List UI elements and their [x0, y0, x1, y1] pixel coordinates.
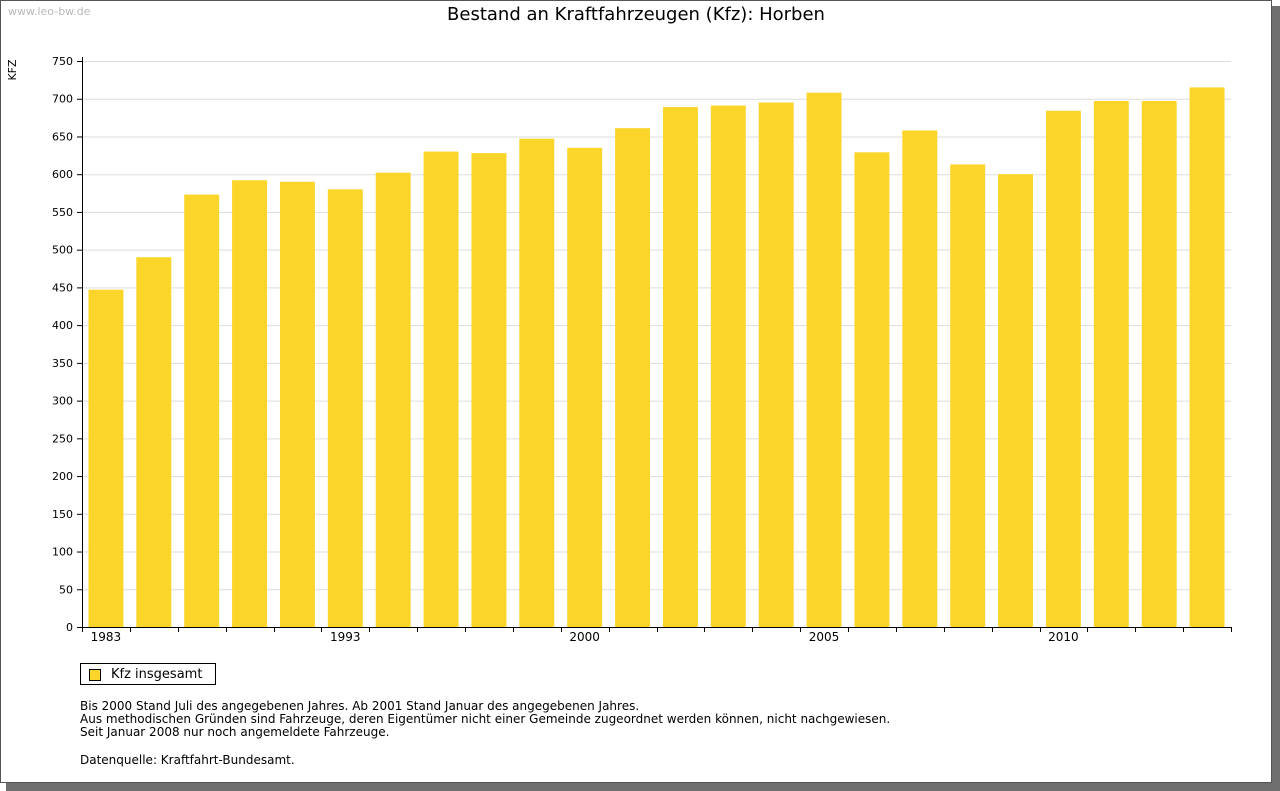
y-tick-label: 550 — [52, 206, 73, 219]
y-tick-label: 500 — [52, 244, 73, 257]
y-tick-label: 700 — [52, 93, 73, 106]
chart-title: Bestand an Kraftfahrzeugen (Kfz): Horben — [447, 4, 825, 25]
bar — [471, 153, 507, 627]
bar-chart: 0 50 100 150 200 250 300 350 400 450 500 550 600 650 7… — [6, 55, 1232, 644]
bar — [136, 257, 172, 627]
note-line: Bis 2000 Stand Juli des angegebenen Jahr… — [80, 699, 640, 713]
bar — [88, 289, 124, 627]
y-axis-label: KFZ — [6, 59, 19, 81]
bar — [1093, 100, 1129, 628]
y-tick-label: 0 — [66, 621, 73, 634]
note-line: Aus methodischen Gründen sind Fahrzeuge,… — [80, 712, 891, 726]
x-tick-label: 1993 — [330, 630, 361, 644]
bar — [710, 105, 746, 627]
x-tick-label: 1983 — [91, 630, 122, 644]
y-tick-label: 400 — [52, 319, 73, 332]
y-tick-label: 250 — [52, 432, 73, 445]
x-tick-label: 2000 — [569, 630, 600, 644]
bar — [854, 152, 890, 627]
bar — [423, 151, 459, 627]
data-source: Datenquelle: Kraftfahrt-Bundesamt. — [80, 753, 295, 767]
y-tick-label: 750 — [52, 55, 73, 68]
legend-label: Kfz insgesamt — [111, 667, 203, 682]
y-tick-label: 350 — [52, 357, 73, 370]
y-tick-label: 600 — [52, 168, 73, 181]
y-tick-label: 200 — [52, 470, 73, 483]
y-tick-label: 100 — [52, 546, 73, 559]
bar — [662, 107, 698, 627]
frame-shadow-right — [1272, 6, 1280, 791]
bar — [902, 130, 938, 628]
y-tick-label: 650 — [52, 130, 73, 143]
bar — [567, 147, 603, 627]
y-tick-label: 50 — [59, 583, 73, 596]
bar — [1141, 100, 1177, 628]
bar — [232, 180, 268, 627]
bar — [375, 172, 411, 627]
bar — [950, 164, 986, 627]
legend-swatch — [89, 669, 101, 681]
bar — [279, 181, 315, 627]
frame-shadow-bottom — [6, 783, 1280, 791]
bar — [1045, 110, 1081, 628]
bar — [184, 194, 220, 628]
y-tick-label: 150 — [52, 508, 73, 521]
notes: Bis 2000 Stand Juli des angegebenen Jahr… — [80, 700, 890, 739]
bar — [806, 92, 842, 628]
note-line: Seit Januar 2008 nur noch angemeldete Fa… — [80, 725, 390, 739]
bar — [519, 138, 555, 628]
y-tick-label: 300 — [52, 395, 73, 408]
bar — [615, 128, 651, 627]
x-tick-label: 2010 — [1048, 630, 1079, 644]
legend: Kfz insgesamt — [80, 663, 216, 685]
bar — [998, 174, 1034, 627]
y-tick-label: 450 — [52, 281, 73, 294]
x-tick-label: 2005 — [809, 630, 840, 644]
bar — [327, 189, 363, 627]
watermark: www.leo-bw.de — [8, 5, 91, 18]
bar — [1189, 87, 1225, 627]
bar — [758, 102, 794, 628]
